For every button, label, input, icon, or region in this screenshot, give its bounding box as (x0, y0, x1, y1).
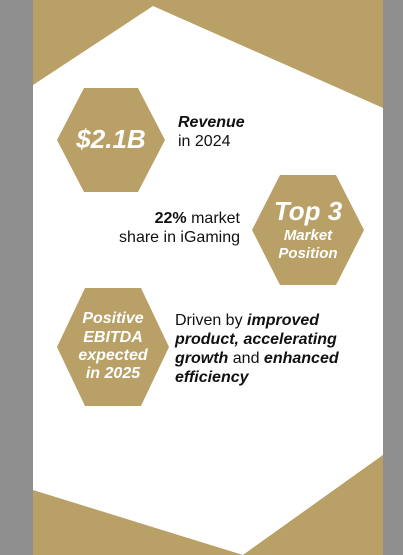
market-share-subtext: share in iGaming (119, 228, 240, 246)
ebitda-desc-part-1: Driven by (175, 312, 248, 329)
market-share-label: market (186, 210, 240, 227)
revenue-label: Revenue (178, 114, 245, 131)
market-position-hexagon: Top 3 Market Position (252, 175, 364, 285)
revenue-year: in 2024 (178, 132, 231, 150)
revenue-hexagon-shape (57, 88, 165, 192)
gold-panel: $2.1B Revenue in 2024 Top 3 Market Posit… (33, 0, 383, 555)
revenue-value: $2.1B (76, 124, 146, 155)
bottom-left-corner (33, 490, 243, 555)
ebitda-text: Positive EBITDA expected in 2025 (78, 310, 148, 383)
market-share-value: 22% (154, 210, 187, 227)
ebitda-desc-part-2: and (228, 349, 264, 367)
market-position-label-2: Position (278, 244, 338, 262)
market-share-description: 22% market share in iGaming (102, 210, 240, 248)
revenue-hexagon: $2.1B (57, 88, 165, 192)
ebitda-hexagon-shape (57, 288, 169, 406)
market-position-hexagon-shape (252, 175, 364, 285)
market-position-text: Top 3 Market Position (252, 175, 364, 285)
bottom-right-corner (243, 455, 383, 555)
market-position-rank: Top 3 (273, 195, 343, 226)
ebitda-hexagon: Positive EBITDA expected in 2025 (57, 288, 169, 406)
ebitda-description: Driven by improved product, accelerating… (175, 312, 375, 388)
ebitda-desc-bold-1: improved product, accelerating growth (175, 312, 337, 367)
ebitda-desc-bold-2: enhanced efficiency (175, 349, 339, 386)
market-position-label-1: Market (283, 226, 333, 244)
revenue-description: Revenue in 2024 (178, 114, 245, 152)
